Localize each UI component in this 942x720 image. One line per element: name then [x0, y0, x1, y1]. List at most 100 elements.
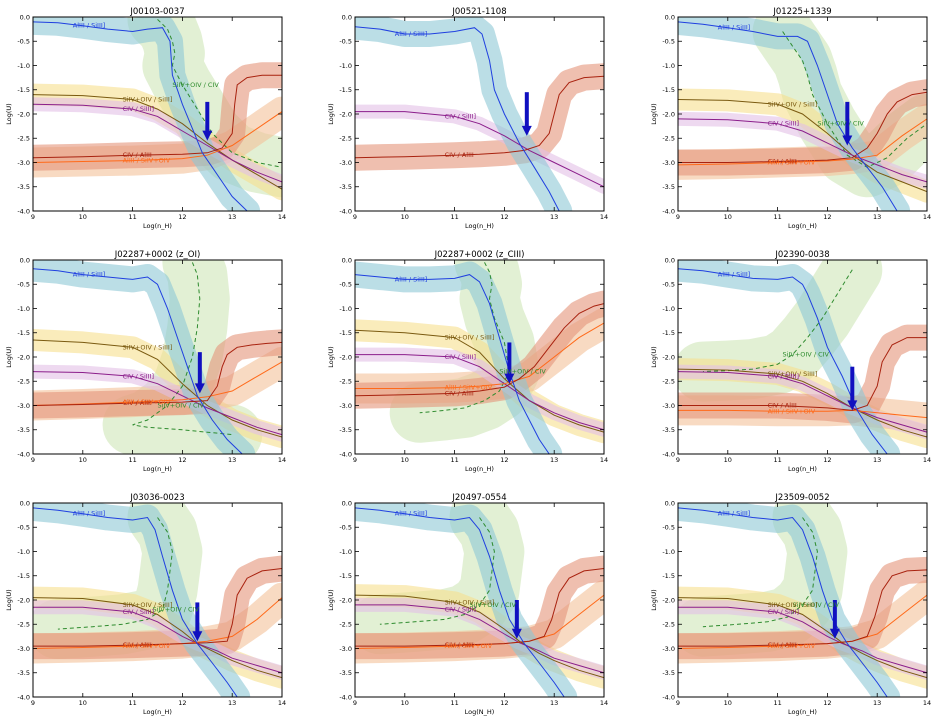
series-siiv-oiv-siiii	[33, 339, 282, 438]
series-siiv-oiv-civ	[702, 517, 818, 628]
y-tick-label: -2.0	[17, 353, 30, 361]
x-tick-label: 13	[228, 699, 236, 707]
x-tick-label: 9	[353, 213, 357, 221]
x-tick-label: 10	[79, 699, 87, 707]
series-label-aliii-siiii: AlIII / SiIII]	[73, 22, 106, 30]
series-aliii-siiii	[33, 507, 238, 697]
panel-title: J02287+0002 (z_CIII)	[434, 250, 525, 260]
y-tick-label: -4.0	[17, 693, 30, 701]
x-tick-label: 13	[550, 456, 558, 464]
series-civ-aliii	[33, 341, 282, 406]
y-tick-label: -2.5	[662, 621, 675, 629]
x-tick-label: 10	[724, 456, 732, 464]
arrow-head	[511, 628, 522, 639]
x-axis-label: Log(n_H)	[465, 222, 494, 230]
series-label-aliii-siiv-oiv: AlIII / SiIV+OIV	[123, 398, 171, 406]
series-civ-aliii	[33, 74, 282, 159]
y-tick-label: -1.0	[339, 305, 352, 313]
series-label-siiv-oiv-siiii: SiIV+OIV / SiIII]	[445, 334, 495, 342]
y-tick-label: -2.0	[339, 353, 352, 361]
series-label-aliii-siiv-oiv: AlIII / SiIV+OIV	[123, 642, 171, 650]
y-tick-label: -0.5	[662, 38, 675, 46]
arrow-head	[504, 373, 515, 384]
x-tick-label: 14	[600, 699, 608, 707]
series-label-aliii-siiii: AlIII / SiIII]	[718, 271, 751, 279]
y-tick-label: 0.0	[342, 256, 352, 264]
series-label-siiv-oiv-siiii: SiIV+OIV / SiIII]	[768, 100, 818, 108]
series-label-civ-siiii: CIV / SiIII]	[445, 353, 476, 361]
series-aliii-siiv-oiv	[678, 409, 927, 419]
series-label-aliii-siiii: AlIII / SiIII]	[395, 30, 428, 38]
series-label-civ-aliii: CIV / AlIII	[445, 389, 474, 397]
y-tick-label: -2.0	[662, 596, 675, 604]
series-siiv-oiv-siiii	[355, 594, 604, 679]
x-tick-label: 14	[278, 699, 286, 707]
y-axis-label: Log(U)	[650, 346, 658, 367]
series-label-aliii-siiii: AlIII / SiIII]	[718, 24, 751, 32]
y-tick-label: -1.5	[339, 329, 352, 337]
y-tick-label: -4.0	[662, 693, 675, 701]
x-tick-label: 13	[873, 699, 881, 707]
series-civ-siiii	[33, 606, 282, 674]
x-tick-label: 12	[823, 213, 831, 221]
y-tick-label: -2.5	[662, 135, 675, 143]
x-tick-label: 12	[823, 456, 831, 464]
series-label-aliii-siiii: AlIII / SiIII]	[73, 271, 106, 279]
y-tick-label: -0.5	[662, 281, 675, 289]
series-label-aliii-siiv-oiv: AlIII / SiIV+OIV	[445, 384, 493, 392]
panel-title: J23509-0052	[774, 493, 829, 503]
y-tick-label: -1.5	[17, 86, 30, 94]
x-tick-label: 10	[401, 456, 409, 464]
panel-title: J03036-0023	[129, 493, 184, 503]
arrow-head	[521, 125, 532, 136]
x-tick-label: 11	[128, 213, 136, 221]
series-aliii-siiv-oiv	[33, 361, 282, 406]
series-siiv-oiv-civ	[157, 19, 282, 168]
x-tick-label: 12	[500, 213, 508, 221]
series-civ-siiii	[355, 111, 604, 188]
y-tick-label: -0.5	[17, 281, 30, 289]
y-tick-label: 0.0	[20, 499, 30, 507]
series-label-civ-aliii: CIV / AlIII	[768, 402, 797, 410]
x-tick-label: 12	[823, 699, 831, 707]
panel-5: AlIII / SiIII] SiIV+OIV / CIV SiIV+OIV / S…	[327, 250, 608, 473]
x-tick-label: 12	[178, 213, 186, 221]
y-tick-label: -3.5	[17, 183, 30, 191]
x-tick-label: 13	[228, 213, 236, 221]
x-tick-label: 9	[31, 456, 35, 464]
y-tick-label: 0.0	[342, 13, 352, 21]
y-tick-label: -0.5	[339, 524, 352, 532]
series-civ-aliii	[355, 568, 604, 647]
y-tick-label: -3.0	[17, 159, 30, 167]
x-axis-label: Log(n_H)	[465, 465, 494, 473]
y-tick-label: -3.5	[662, 426, 675, 434]
series-civ-siiii	[33, 103, 282, 183]
series-aliii-siiv-oiv	[33, 111, 282, 163]
y-tick-label: -4.0	[339, 450, 352, 458]
panel-title: J20497-0554	[451, 493, 506, 503]
series-civ-siiii	[678, 606, 927, 674]
arrow-head	[194, 383, 205, 394]
series-aliii-siiii	[355, 274, 550, 454]
y-tick-label: -3.0	[339, 645, 352, 653]
x-tick-label: 11	[450, 699, 458, 707]
panel-3: AlIII / SiIII] SiIV+OIV / CIV SiIV+OIV / S…	[650, 7, 931, 230]
series-label-aliii-siiii: AlIII / SiIII]	[395, 510, 428, 518]
y-tick-label: -0.5	[662, 524, 675, 532]
y-axis-label: Log(U)	[650, 103, 658, 124]
y-tick-label: -2.0	[662, 353, 675, 361]
y-tick-label: -4.0	[662, 450, 675, 458]
series-aliii-siiv-oiv	[355, 322, 604, 389]
panel-2: AlIII / SiIII] CIV / SiIII] CIV / AlIII 9 10…	[327, 7, 608, 230]
x-tick-label: 10	[79, 213, 87, 221]
y-tick-label: 0.0	[20, 256, 30, 264]
x-tick-label: 9	[676, 213, 680, 221]
y-tick-label: -3.0	[17, 645, 30, 653]
x-axis-label: Log(n_H)	[788, 222, 817, 230]
y-tick-label: -2.0	[339, 110, 352, 118]
series-siiv-oiv-civ	[57, 517, 173, 630]
x-tick-label: 14	[278, 213, 286, 221]
x-tick-label: 12	[178, 699, 186, 707]
